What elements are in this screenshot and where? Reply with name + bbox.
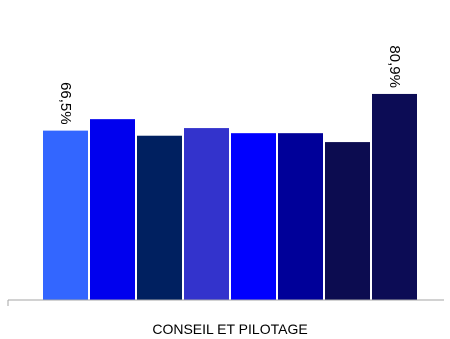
bar-1 — [43, 130, 88, 300]
bar-4 — [184, 128, 229, 300]
bar-8 — [372, 93, 417, 301]
data-labels-group: 66,5% 80,9% — [57, 45, 403, 124]
bar-5 — [231, 133, 276, 300]
bar-2 — [90, 119, 135, 301]
data-label-1: 66,5% — [57, 82, 74, 125]
bar-3 — [137, 135, 182, 300]
category-label: CONSEIL ET PILOTAGE — [152, 321, 307, 337]
bars-group — [43, 93, 417, 301]
bar-7 — [325, 142, 370, 300]
data-label-2: 80,9% — [386, 45, 403, 88]
bar-6 — [278, 133, 323, 300]
